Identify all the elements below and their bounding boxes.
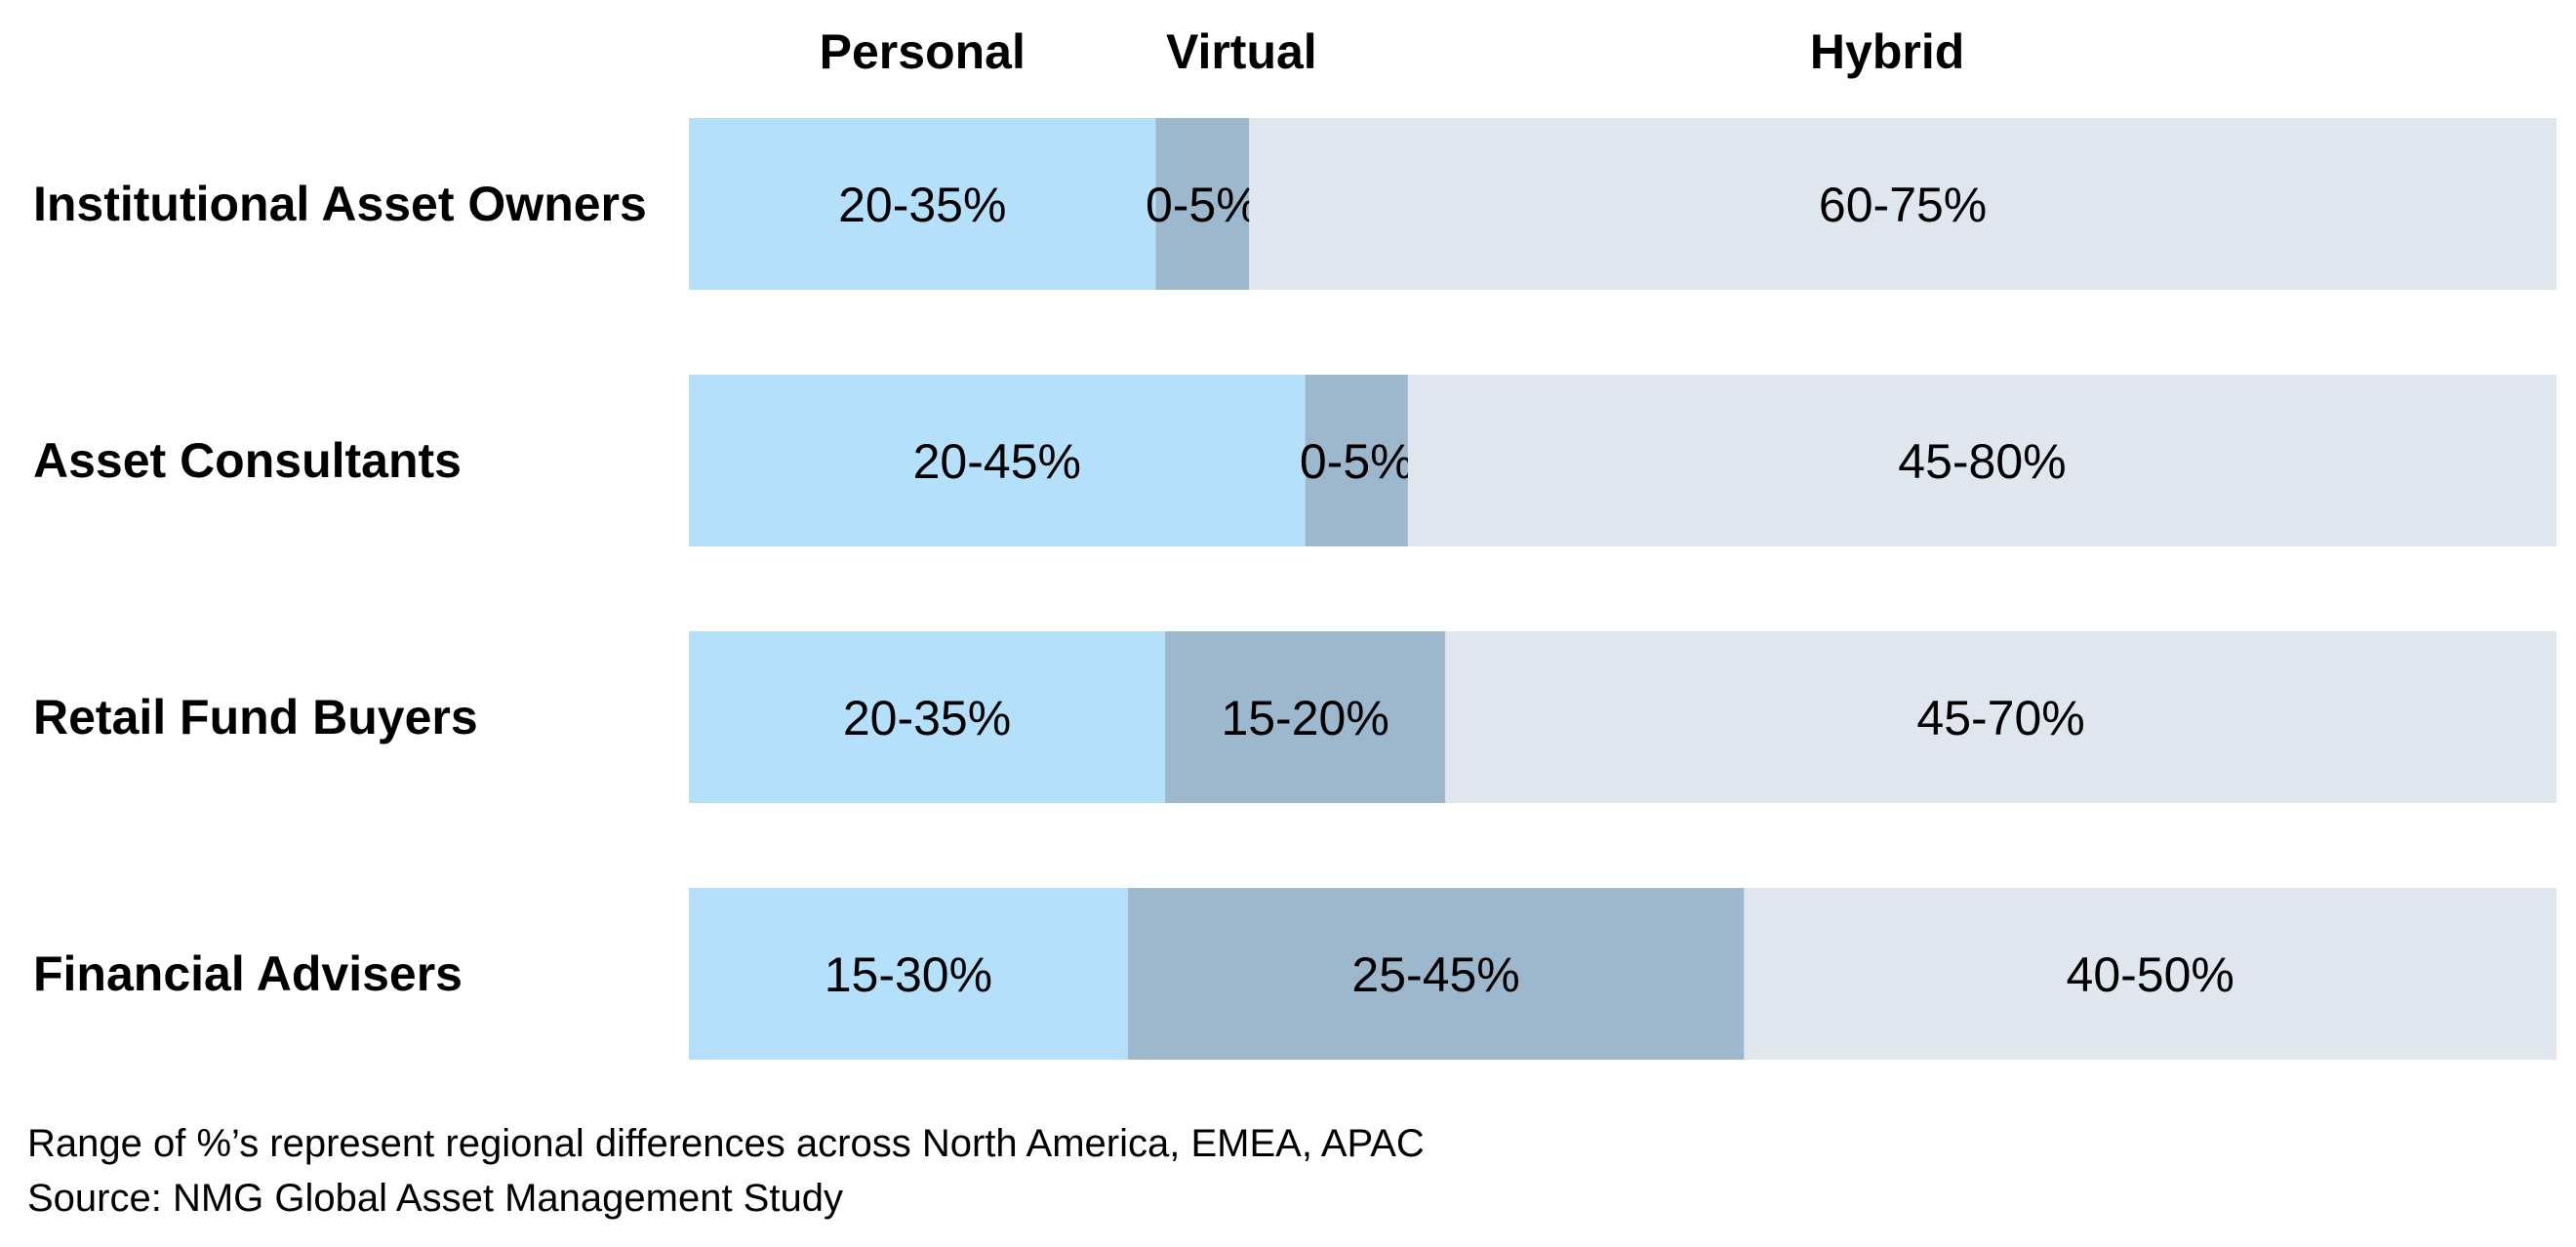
bar-segment-virtual-financial-advisers [1127, 888, 1745, 1060]
bar-segment-hybrid-asset-consultants [1407, 375, 2556, 546]
data-label-personal-institutional-asset-owners: 20-35% [838, 178, 1006, 232]
row-label-retail-fund-buyers: Retail Fund Buyers [33, 690, 478, 744]
header-hybrid: Hybrid [1810, 24, 1964, 79]
row-label-institutional-asset-owners: Institutional Asset Owners [33, 177, 647, 231]
bar-segment-virtual-asset-consultants [1305, 375, 1408, 546]
data-label-virtual-institutional-asset-owners: 0-5% [1146, 178, 1260, 232]
data-label-virtual-retail-fund-buyers: 15-20% [1221, 691, 1389, 745]
data-label-virtual-financial-advisers: 25-45% [1351, 947, 1519, 1002]
row-label-financial-advisers: Financial Advisers [33, 946, 463, 1001]
header-personal: Personal [820, 24, 1026, 79]
chart-rows: Institutional Asset Owners 20-35% 0-5% 60-7… [33, 118, 2556, 1060]
data-label-hybrid-asset-consultants: 45-80% [1898, 434, 2066, 489]
row-label-asset-consultants: Asset Consultants [33, 433, 462, 488]
data-label-hybrid-financial-advisers: 40-50% [2067, 947, 2234, 1002]
bar-segment-personal-asset-consultants [689, 375, 1306, 546]
data-label-virtual-asset-consultants: 0-5% [1300, 434, 1414, 489]
data-label-personal-financial-advisers: 15-30% [825, 947, 992, 1002]
header-virtual: Virtual [1166, 24, 1317, 79]
bar-segment-hybrid-financial-advisers [1744, 888, 2556, 1060]
bar-segment-virtual-retail-fund-buyers [1165, 631, 1446, 803]
footnote-source: Source: NMG Global Asset Management Stud… [27, 1177, 843, 1220]
bar-segment-personal-retail-fund-buyers [689, 631, 1166, 803]
data-label-hybrid-retail-fund-buyers: 45-70% [1916, 691, 2084, 745]
bar-row-financial-advisers: Financial Advisers 15-30% 25-45% 40-50% [33, 888, 2556, 1060]
bar-row-retail-fund-buyers: Retail Fund Buyers 20-35% 15-20% 45-70% [33, 631, 2556, 803]
bar-segment-personal-financial-advisers [689, 888, 1128, 1060]
bar-segment-hybrid-retail-fund-buyers [1445, 631, 2556, 803]
data-label-personal-retail-fund-buyers: 20-35% [843, 691, 1011, 745]
footnote-regional: Range of %’s represent regional differen… [27, 1122, 1425, 1165]
bar-row-asset-consultants: Asset Consultants 20-45% 0-5% 45-80% [33, 375, 2556, 546]
data-label-personal-asset-consultants: 20-45% [913, 434, 1081, 489]
bar-segment-hybrid-institutional-asset-owners [1249, 118, 2556, 290]
bar-row-institutional-asset-owners: Institutional Asset Owners 20-35% 0-5% 60-7… [33, 118, 2556, 290]
data-label-hybrid-institutional-asset-owners: 60-75% [1819, 178, 1987, 232]
column-headers: Personal Virtual Hybrid [820, 24, 1965, 79]
bar-segment-virtual-institutional-asset-owners [1155, 118, 1250, 290]
bar-segment-personal-institutional-asset-owners [689, 118, 1156, 290]
